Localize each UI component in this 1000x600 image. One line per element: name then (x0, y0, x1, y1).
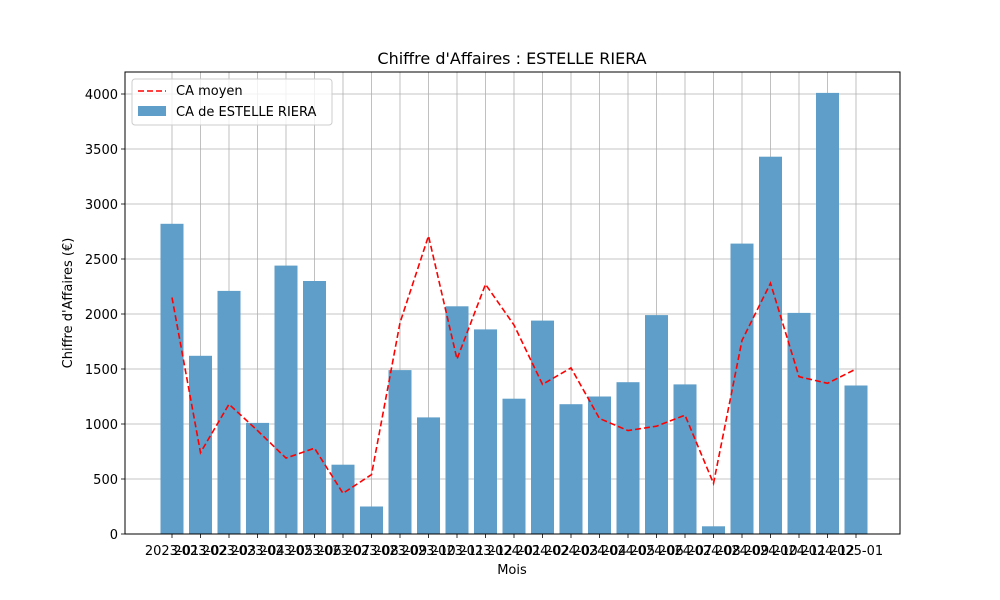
y-tick-label: 4000 (85, 88, 118, 103)
bar (702, 526, 725, 534)
bar (217, 290, 241, 534)
bar (303, 281, 326, 534)
bar (844, 385, 868, 534)
bar (502, 398, 526, 534)
legend-label-average: CA moyen (176, 84, 243, 99)
bar (474, 329, 497, 534)
y-tick-label: 2000 (85, 308, 118, 323)
legend-swatch-bar (138, 106, 166, 116)
x-tick-label: 2024-05 (601, 544, 655, 559)
bar (189, 355, 212, 534)
bar (730, 243, 754, 534)
x-tick-label: 2024-02 (515, 544, 569, 559)
x-tick-label: 2023-07 (316, 544, 370, 559)
y-tick-label: 3000 (85, 198, 118, 213)
x-tick-label: 2024-04 (572, 544, 626, 559)
chart-title: Chiffre d'Affaires : ESTELLE RIERA (377, 49, 646, 68)
bar (616, 382, 640, 534)
bar (673, 384, 697, 534)
y-axis-ticks: 0 500 1000 1500 2000 2500 3000 3500 4000 (85, 88, 125, 543)
x-tick-label: 2023-02 (173, 544, 227, 559)
x-tick-label: 2023-08 (344, 544, 398, 559)
y-tick-label: 1000 (85, 418, 118, 433)
y-tick-label: 3500 (85, 143, 118, 158)
x-tick-label: 2024-01 (487, 544, 541, 559)
bar (645, 315, 668, 534)
bar (274, 265, 298, 534)
bar (816, 92, 839, 535)
bar (787, 312, 811, 534)
y-tick-label: 500 (93, 473, 118, 488)
x-axis-ticks: 2023-012023-022023-032023-042023-052023-… (145, 534, 883, 559)
plot-frame (124, 71, 901, 535)
x-tick-label: 2024-06 (629, 544, 683, 559)
x-tick-label: 2024-07 (658, 544, 712, 559)
x-tick-label: 2023-11 (430, 544, 484, 559)
bar-series (160, 92, 868, 535)
bar (759, 156, 782, 534)
line-series (171, 232, 857, 495)
bar (588, 396, 611, 534)
x-tick-label: 2025-01 (829, 544, 883, 559)
average-line (171, 232, 857, 495)
bar (360, 506, 383, 534)
x-tick-label: 2024-11 (772, 544, 826, 559)
bar (559, 404, 583, 534)
bar (160, 223, 184, 535)
x-tick-label: 2024-03 (544, 544, 598, 559)
y-tick-label: 2500 (85, 253, 118, 268)
bar (331, 464, 355, 534)
x-tick-label: 2023-03 (202, 544, 256, 559)
plot-area: 0 500 1000 1500 2000 2500 3000 3500 4000 2023-01… (85, 71, 901, 559)
x-tick-label: 2024-12 (800, 544, 854, 559)
bar (388, 370, 412, 534)
x-tick-label: 2023-12 (458, 544, 512, 559)
x-axis-label: Mois (497, 563, 527, 578)
bar (445, 306, 469, 534)
legend: CA moyen CA de ESTELLE RIERA (131, 78, 333, 126)
bar (417, 417, 440, 534)
x-tick-label: 2023-05 (259, 544, 313, 559)
y-tick-label: 0 (110, 528, 118, 543)
y-axis-label: Chiffre d'Affaires (€) (61, 238, 76, 369)
x-tick-label: 2024-08 (686, 544, 740, 559)
x-tick-label: 2023-10 (401, 544, 455, 559)
x-tick-label: 2024-10 (743, 544, 797, 559)
x-tick-label: 2023-01 (145, 544, 199, 559)
legend-label-bars: CA de ESTELLE RIERA (176, 105, 317, 120)
y-tick-label: 1500 (85, 363, 118, 378)
bar (531, 320, 554, 534)
bar (246, 422, 269, 534)
x-tick-label: 2023-06 (287, 544, 341, 559)
x-tick-label: 2023-09 (373, 544, 427, 559)
x-tick-label: 2024-09 (715, 544, 769, 559)
legend-box (131, 78, 333, 126)
x-tick-label: 2023-04 (230, 544, 284, 559)
